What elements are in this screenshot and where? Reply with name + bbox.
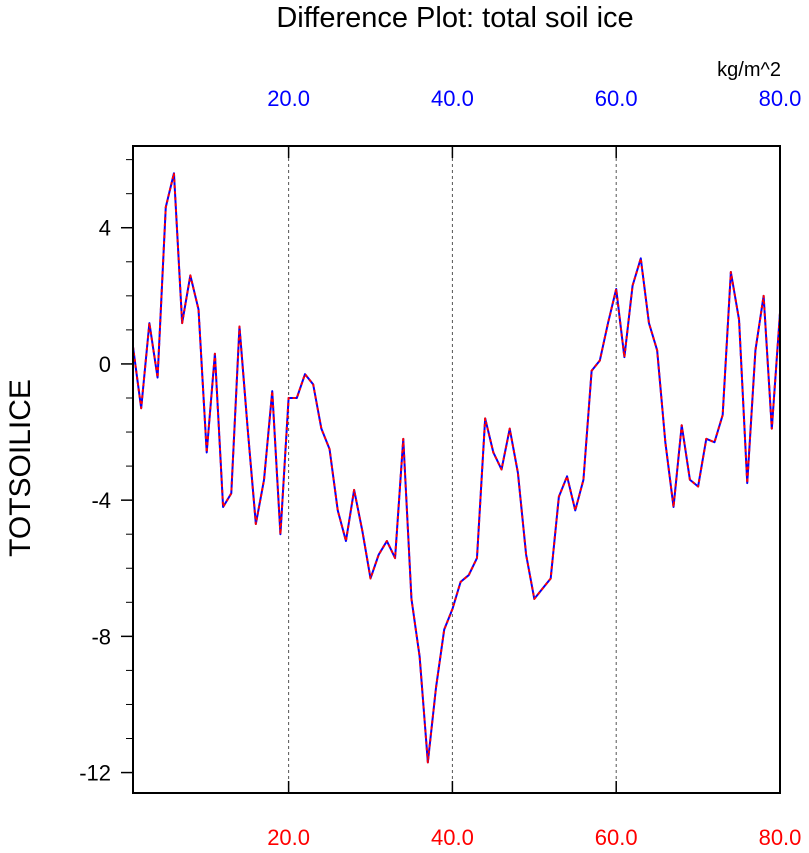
vertical-gridlines <box>288 146 617 793</box>
series-dash-overlay <box>132 172 781 764</box>
bottom-tick-label: 60.0 <box>595 825 638 850</box>
y-minor-ticks <box>126 159 133 740</box>
y-tick-label: -4 <box>91 488 111 513</box>
top-tick-label: 60.0 <box>595 86 638 111</box>
top-tick-label: 20.0 <box>267 86 310 111</box>
y-tick-label: 4 <box>99 216 111 241</box>
y-tick-labels: 4 0 -4 -8 -12 <box>79 216 111 786</box>
bottom-axis-tick-labels: 20.0 40.0 60.0 80.0 <box>267 825 801 850</box>
plot-frame <box>132 145 781 794</box>
bottom-tick-label: 40.0 <box>431 825 474 850</box>
series-lines <box>132 172 781 764</box>
y-tick-label: -12 <box>79 761 111 786</box>
top-axis-tick-labels: 20.0 40.0 60.0 80.0 <box>267 86 801 111</box>
y-tick-label: -8 <box>91 624 111 649</box>
y-axis-label: TOTSOILICE <box>4 379 37 557</box>
bottom-tick-label: 20.0 <box>267 825 310 850</box>
bottom-tick-label: 80.0 <box>759 825 802 850</box>
top-tick-label: 80.0 <box>759 86 802 111</box>
units-label: kg/m^2 <box>717 59 781 81</box>
y-tick-label: 0 <box>99 352 111 377</box>
chart-title: Difference Plot: total soil ice <box>276 2 633 34</box>
top-tick-label: 40.0 <box>431 86 474 111</box>
axis-major-ticks <box>121 146 781 793</box>
series-line <box>132 172 781 764</box>
